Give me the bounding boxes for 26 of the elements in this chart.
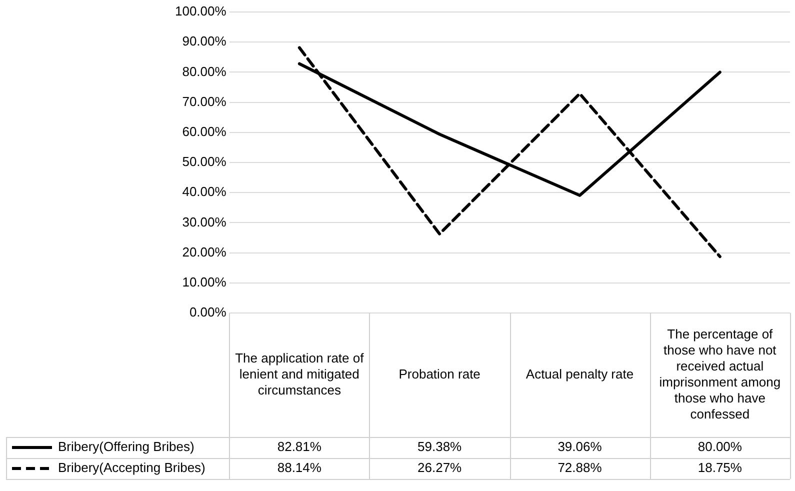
y-tick-label: 60.00% [182,124,227,139]
legend-label: Bribery(Offering Bribes) [58,439,194,454]
data-label: 59.38% [418,439,462,454]
x-tick-label: Probation rate [398,366,480,382]
y-tick-label: 90.00% [182,34,227,49]
y-tick-label: 10.00% [182,274,227,290]
y-tick-label: 0.00% [189,304,227,320]
data-label: 18.75% [698,460,742,476]
y-tick-label: 40.00% [182,184,227,200]
data-label: 88.14% [277,460,322,476]
x-tick-label: The application rate of lenient and mitigated circumstances [235,350,364,398]
x-tick-label: The percentage of those who have not received actual imprisonment among those who have confessed [659,326,781,422]
y-tick-label: 30.00% [182,214,227,230]
line-series [298,46,722,258]
data-label: 72.88% [558,460,602,476]
y-tick-label: 100.00% [174,4,227,19]
data-label: 80.00% [698,439,742,454]
data-label: 82.81% [277,439,322,454]
y-tick-label: 80.00% [182,64,227,79]
data-label: 26.27% [418,460,462,476]
x-tick-label: Actual penalty rate [526,366,634,382]
data-label: 39.06% [558,439,602,454]
legend-label: Bribery(Accepting Bribes) [58,460,206,476]
y-tick-label: 70.00% [182,94,227,109]
y-tick-label: 20.00% [182,244,227,260]
y-tick-label: 50.00% [182,154,227,170]
